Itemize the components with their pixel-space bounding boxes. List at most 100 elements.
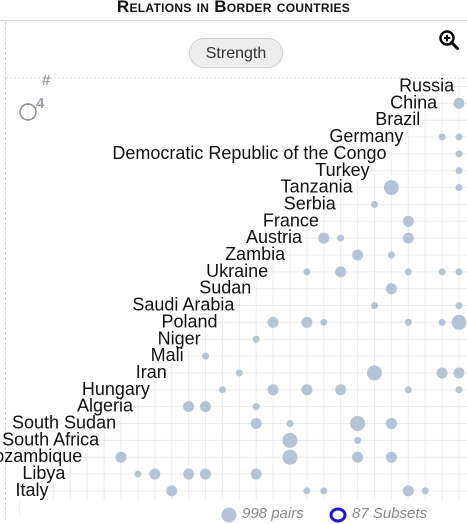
row-label[interactable]: Iran — [136, 362, 167, 382]
relation-dot[interactable] — [402, 485, 414, 497]
relation-dot[interactable] — [286, 420, 294, 427]
relation-dot[interactable] — [404, 386, 412, 394]
relation-dot[interactable] — [455, 302, 463, 310]
row-label[interactable]: Algeria — [77, 396, 134, 416]
relation-dot[interactable] — [252, 403, 260, 411]
relation-dot[interactable] — [436, 367, 448, 379]
row-label[interactable]: Ukraine — [206, 261, 268, 281]
relation-dot[interactable] — [200, 401, 211, 413]
relation-dot[interactable] — [282, 432, 298, 448]
pairs-dot-icon — [221, 507, 237, 523]
row-label[interactable]: Hungary — [82, 379, 150, 399]
row-label[interactable]: Turkey — [315, 160, 369, 180]
row-label[interactable]: Russia — [399, 76, 455, 96]
relation-dot[interactable] — [455, 150, 463, 158]
relation-dot[interactable] — [202, 352, 209, 360]
relation-dot[interactable] — [352, 249, 364, 261]
relation-dot[interactable] — [301, 384, 313, 396]
row-label[interactable]: Sudan — [199, 278, 251, 298]
plot-frame-left — [5, 22, 6, 520]
relation-dot[interactable] — [235, 369, 243, 377]
relation-dot[interactable] — [383, 180, 399, 196]
relation-dot[interactable] — [455, 133, 463, 141]
size-legend-count: 4 — [36, 95, 45, 112]
row-label[interactable]: Italy — [15, 480, 48, 500]
circle-size-icon — [19, 103, 42, 121]
pairs-count: 998 pairs — [242, 505, 304, 522]
relation-dot[interactable] — [455, 386, 463, 394]
row-label[interactable]: Tanzania — [281, 177, 354, 197]
relation-dot[interactable] — [371, 302, 378, 310]
relation-dot[interactable] — [352, 451, 364, 463]
relation-dot[interactable] — [402, 232, 414, 244]
relation-dot[interactable] — [303, 268, 311, 276]
relation-dot[interactable] — [183, 468, 195, 480]
relation-dot[interactable] — [438, 133, 446, 141]
relation-dot[interactable] — [387, 251, 395, 259]
relation-dot[interactable] — [350, 416, 366, 431]
relation-dot[interactable] — [438, 268, 446, 276]
relation-dot[interactable] — [385, 451, 397, 463]
row-label[interactable]: Poland — [161, 311, 217, 331]
row-label[interactable]: China — [390, 92, 438, 112]
relation-dot[interactable] — [385, 283, 397, 295]
relation-dot[interactable] — [371, 200, 378, 208]
row-label[interactable]: France — [263, 210, 319, 230]
relation-dot[interactable] — [267, 316, 279, 328]
relation-dot[interactable] — [337, 234, 345, 242]
relation-dot[interactable] — [455, 167, 463, 175]
relation-dot[interactable] — [354, 436, 362, 444]
relation-dot[interactable] — [166, 485, 178, 497]
relation-dot[interactable] — [250, 418, 262, 429]
size-legend-hash: # — [42, 72, 51, 89]
relation-dot[interactable] — [149, 468, 161, 480]
relation-dot[interactable] — [252, 335, 260, 343]
relation-dot[interactable] — [367, 365, 382, 381]
relation-dot[interactable] — [402, 215, 414, 227]
relation-dot[interactable] — [335, 384, 347, 396]
zoom-in-icon[interactable] — [438, 29, 460, 51]
relation-dot[interactable] — [303, 487, 311, 495]
row-label[interactable]: Mali — [151, 345, 184, 365]
relation-dot[interactable] — [385, 418, 397, 429]
relation-dot[interactable] — [320, 318, 328, 326]
relation-dot[interactable] — [115, 451, 127, 463]
relation-dot[interactable] — [453, 367, 465, 379]
relation-dot[interactable] — [267, 384, 279, 396]
relation-dot[interactable] — [421, 487, 429, 495]
relation-dot[interactable] — [183, 401, 195, 413]
row-label[interactable]: Saudi Arabia — [132, 295, 235, 315]
relation-dot[interactable] — [453, 97, 465, 109]
relation-dot[interactable] — [301, 316, 313, 328]
relation-dot[interactable] — [335, 266, 347, 278]
row-label[interactable]: Zambia — [225, 244, 286, 264]
row-label[interactable]: Libya — [22, 463, 66, 483]
relation-dot[interactable] — [200, 468, 211, 480]
relation-dot[interactable] — [455, 184, 463, 192]
row-label[interactable]: Niger — [158, 328, 201, 348]
relation-dot[interactable] — [250, 468, 262, 480]
row-label[interactable]: South Africa — [2, 429, 100, 449]
relation-dot[interactable] — [282, 449, 298, 465]
relation-dot[interactable] — [134, 470, 142, 478]
relation-dot[interactable] — [451, 314, 467, 330]
strength-sort-button[interactable]: Strength — [189, 38, 283, 68]
relation-dot[interactable] — [318, 232, 330, 244]
relation-dot[interactable] — [404, 268, 412, 276]
row-label[interactable]: Democratic Republic of the Congo — [112, 143, 386, 163]
subsets-count: 87 Subsets — [352, 505, 428, 522]
row-label[interactable]: Mozambique — [0, 446, 82, 466]
relation-dot[interactable] — [455, 268, 463, 276]
relation-dot[interactable] — [438, 318, 446, 326]
relation-dot[interactable] — [218, 386, 226, 394]
row-label[interactable]: Serbia — [284, 193, 337, 213]
relation-dot[interactable] — [404, 318, 412, 326]
row-label[interactable]: Austria — [246, 227, 303, 247]
row-label[interactable]: Germany — [329, 126, 403, 146]
row-label[interactable]: South Sudan — [12, 413, 116, 433]
relation-dot[interactable] — [320, 487, 328, 495]
title-divider — [0, 20, 467, 21]
row-label[interactable]: Brazil — [375, 109, 420, 129]
